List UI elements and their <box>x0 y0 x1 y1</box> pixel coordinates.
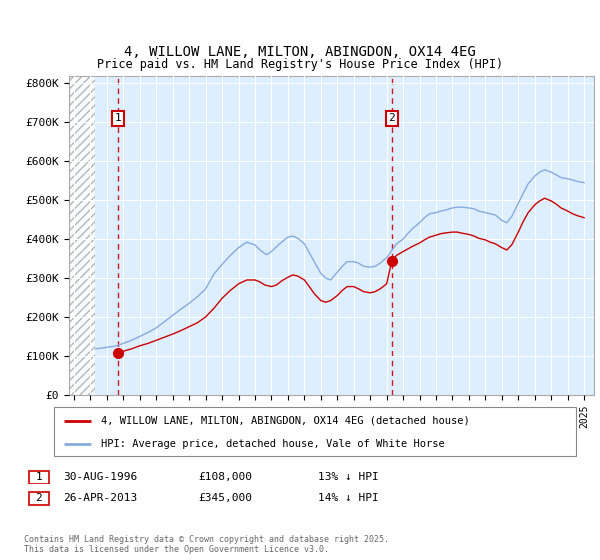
Text: 2: 2 <box>35 493 43 503</box>
Text: 4, WILLOW LANE, MILTON, ABINGDON, OX14 4EG (detached house): 4, WILLOW LANE, MILTON, ABINGDON, OX14 4… <box>101 416 470 426</box>
Text: 14% ↓ HPI: 14% ↓ HPI <box>318 493 379 503</box>
FancyBboxPatch shape <box>29 492 49 505</box>
Text: Price paid vs. HM Land Registry's House Price Index (HPI): Price paid vs. HM Land Registry's House … <box>97 58 503 71</box>
FancyBboxPatch shape <box>54 407 576 456</box>
Text: 30-AUG-1996: 30-AUG-1996 <box>63 472 137 482</box>
Text: 4, WILLOW LANE, MILTON, ABINGDON, OX14 4EG: 4, WILLOW LANE, MILTON, ABINGDON, OX14 4… <box>124 45 476 59</box>
Text: 26-APR-2013: 26-APR-2013 <box>63 493 137 503</box>
Text: 1: 1 <box>35 472 43 482</box>
Text: £345,000: £345,000 <box>198 493 252 503</box>
Text: 13% ↓ HPI: 13% ↓ HPI <box>318 472 379 482</box>
Text: Contains HM Land Registry data © Crown copyright and database right 2025.
This d: Contains HM Land Registry data © Crown c… <box>24 535 389 554</box>
Text: HPI: Average price, detached house, Vale of White Horse: HPI: Average price, detached house, Vale… <box>101 439 445 449</box>
Text: 1: 1 <box>115 114 121 123</box>
Text: £108,000: £108,000 <box>198 472 252 482</box>
Text: 2: 2 <box>389 114 395 123</box>
FancyBboxPatch shape <box>29 470 49 484</box>
